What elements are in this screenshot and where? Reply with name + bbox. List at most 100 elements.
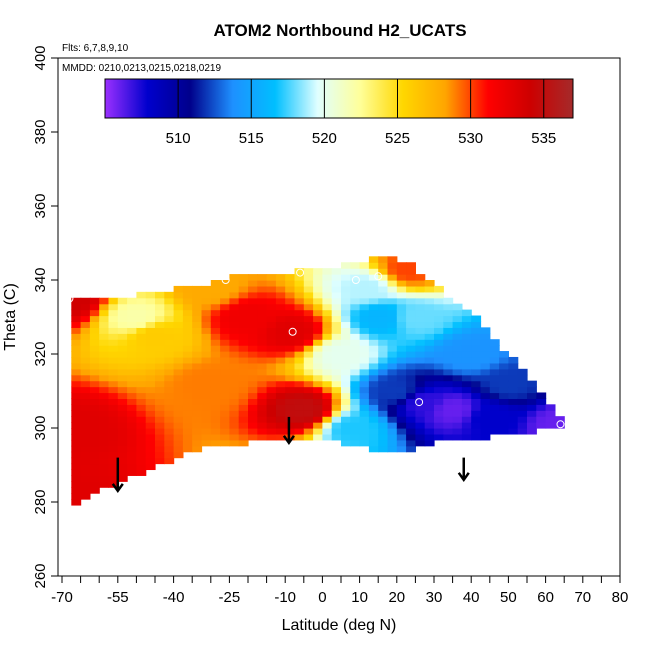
heatmap-cell [424,398,435,405]
heatmap-cell [303,351,314,358]
heatmap-cell [313,274,323,281]
heatmap-cell [238,380,249,388]
heatmap-cell [108,386,119,394]
heatmap-cell [220,410,230,417]
heatmap-cell [480,380,491,388]
heatmap-cell [396,303,407,311]
heatmap-cell [341,327,351,334]
heatmap-cell [127,309,137,317]
heatmap-cell [99,309,110,317]
heatmap-cell [257,404,268,411]
heatmap-cell [71,386,82,394]
heatmap-cell [71,368,82,376]
heatmap-cell [368,345,379,352]
heatmap-cell [220,327,230,334]
heatmap-cell [99,451,110,459]
heatmap-cell [303,404,314,411]
heatmap-cell [341,297,351,305]
heatmap-cell [117,463,128,471]
heatmap-cell [461,380,472,388]
heatmap-cell [145,297,156,305]
heatmap-cell [275,356,286,364]
heatmap-cell [350,309,361,317]
heatmap-cell [80,475,91,482]
heatmap-cell [275,392,286,399]
heatmap-cell [443,422,454,429]
heatmap-cell [396,374,407,382]
heatmap-cell [182,398,193,405]
heatmap-cell [350,303,361,311]
heatmap-cell [359,327,370,334]
heatmap-cell [229,416,240,423]
heatmap-cell [378,392,389,399]
heatmap-cell [406,374,416,382]
heatmap-cell [164,345,175,352]
heatmap-cell [322,362,333,370]
heatmap-cell [517,380,528,388]
heatmap-cell [229,398,240,405]
heatmap-cell [322,285,333,293]
heatmap-cell [145,410,156,417]
heatmap-cell [136,469,147,476]
heatmap-cell [378,333,389,340]
heatmap-cell [406,422,416,429]
heatmap-cell [387,315,398,323]
heatmap-cell [80,351,91,358]
heatmap-cell [275,333,286,340]
heatmap-cell [192,392,203,399]
heatmap-cell [108,351,119,358]
heatmap-cell [108,380,119,388]
heatmap-cell [378,285,389,293]
heatmap-cell [396,333,407,340]
heatmap-cell [201,380,212,388]
heatmap-cell [424,309,435,317]
heatmap-cell [238,321,249,328]
heatmap-cell [396,297,407,305]
heatmap-cell [182,439,193,447]
heatmap-cell [210,351,221,358]
heatmap-cell [99,380,110,388]
heatmap-cell [108,297,119,305]
heatmap-cell [155,439,165,447]
heatmap-cell [499,404,509,411]
heatmap-cell [257,422,268,429]
heatmap-cell [257,285,268,293]
heatmap-cell [396,309,407,317]
heatmap-cell [99,297,110,305]
heatmap-cell [331,428,342,435]
heatmap-cell [424,333,435,340]
x-tick-label: 0 [318,589,326,606]
heatmap-cell [71,321,82,328]
heatmap-cell [536,392,547,399]
heatmap-cell [461,362,472,370]
heatmap-cell [71,445,82,453]
heatmap-cell [173,439,184,447]
heatmap-cell [136,303,147,311]
heatmap-cell [155,404,165,411]
x-axis-label: Latitude (deg N) [282,617,397,634]
heatmap-cell [452,416,463,423]
heatmap-cell [248,398,258,405]
heatmap-cell [415,297,426,305]
heatmap-cell [331,374,342,382]
heatmap-cell [331,268,342,275]
heatmap-cell [210,398,221,405]
heatmap-cell [396,339,407,346]
heatmap-cell [182,445,193,453]
heatmap-cell [201,439,212,447]
heatmap-cell [201,368,212,376]
heatmap-cell [406,327,416,334]
heatmap-cell [313,333,323,340]
heatmap-cell [294,356,305,364]
heatmap-cell [192,327,203,334]
heatmap-cell [99,439,110,447]
heatmap-cell [71,457,82,465]
heatmap-cell [443,345,454,352]
heatmap-cell [229,374,240,382]
heatmap-cell [266,422,277,429]
heatmap-cell [145,356,156,364]
heatmap-cell [341,392,351,399]
heatmap-cell [80,451,91,459]
heatmap-cell [192,398,203,405]
